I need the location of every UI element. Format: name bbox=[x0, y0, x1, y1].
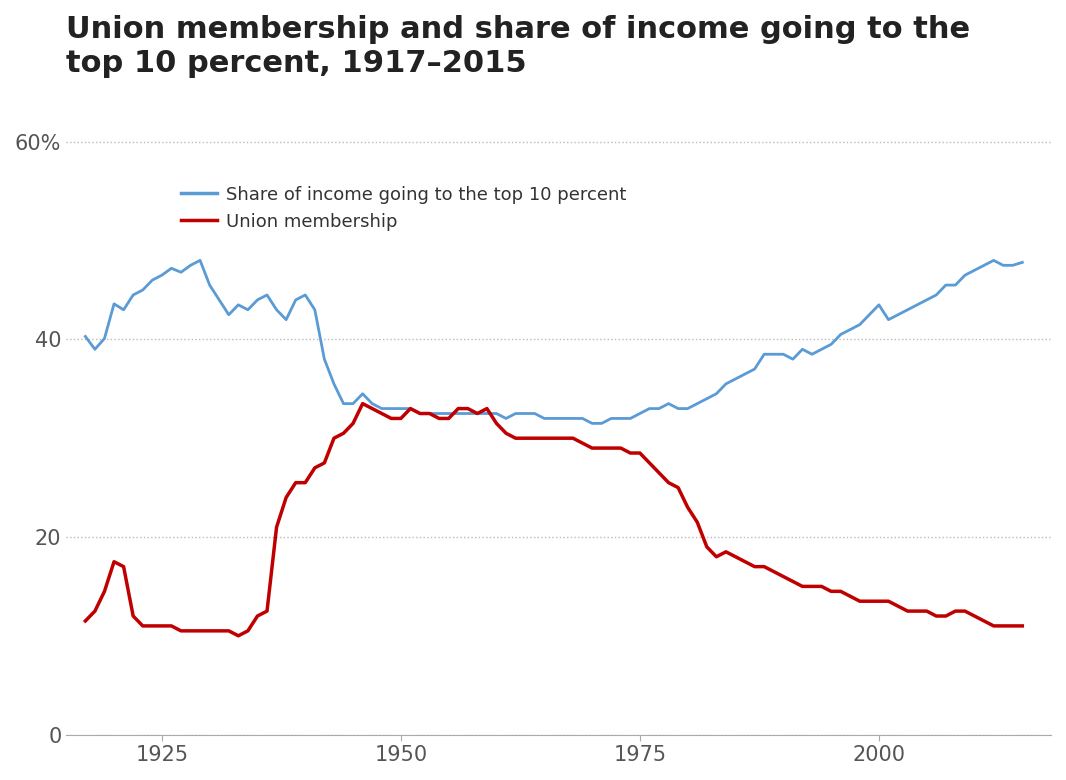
Share of income going to the top 10 percent bbox=[585, 419, 598, 428]
Share of income going to the top 10 percent bbox=[835, 330, 847, 339]
Share of income going to the top 10 percent bbox=[595, 419, 608, 428]
Union membership bbox=[566, 434, 579, 443]
Share of income going to the top 10 percent bbox=[1016, 257, 1029, 267]
Share of income going to the top 10 percent bbox=[308, 305, 321, 314]
Union membership bbox=[79, 616, 92, 626]
Union membership bbox=[595, 443, 608, 452]
Union membership bbox=[308, 463, 321, 473]
Share of income going to the top 10 percent bbox=[79, 332, 92, 341]
Text: Union membership and share of income going to the
top 10 percent, 1917–2015: Union membership and share of income goi… bbox=[66, 15, 970, 77]
Legend: Share of income going to the top 10 percent, Union membership: Share of income going to the top 10 perc… bbox=[174, 179, 633, 238]
Union membership bbox=[1016, 621, 1029, 630]
Share of income going to the top 10 percent bbox=[375, 404, 388, 413]
Union membership bbox=[385, 413, 398, 423]
Union membership bbox=[356, 399, 369, 408]
Line: Share of income going to the top 10 percent: Share of income going to the top 10 perc… bbox=[85, 261, 1022, 424]
Union membership bbox=[835, 587, 847, 596]
Line: Union membership: Union membership bbox=[85, 403, 1022, 636]
Union membership bbox=[337, 428, 350, 438]
Union membership bbox=[232, 631, 245, 640]
Share of income going to the top 10 percent bbox=[558, 413, 570, 423]
Share of income going to the top 10 percent bbox=[194, 256, 207, 265]
Share of income going to the top 10 percent bbox=[337, 399, 350, 408]
